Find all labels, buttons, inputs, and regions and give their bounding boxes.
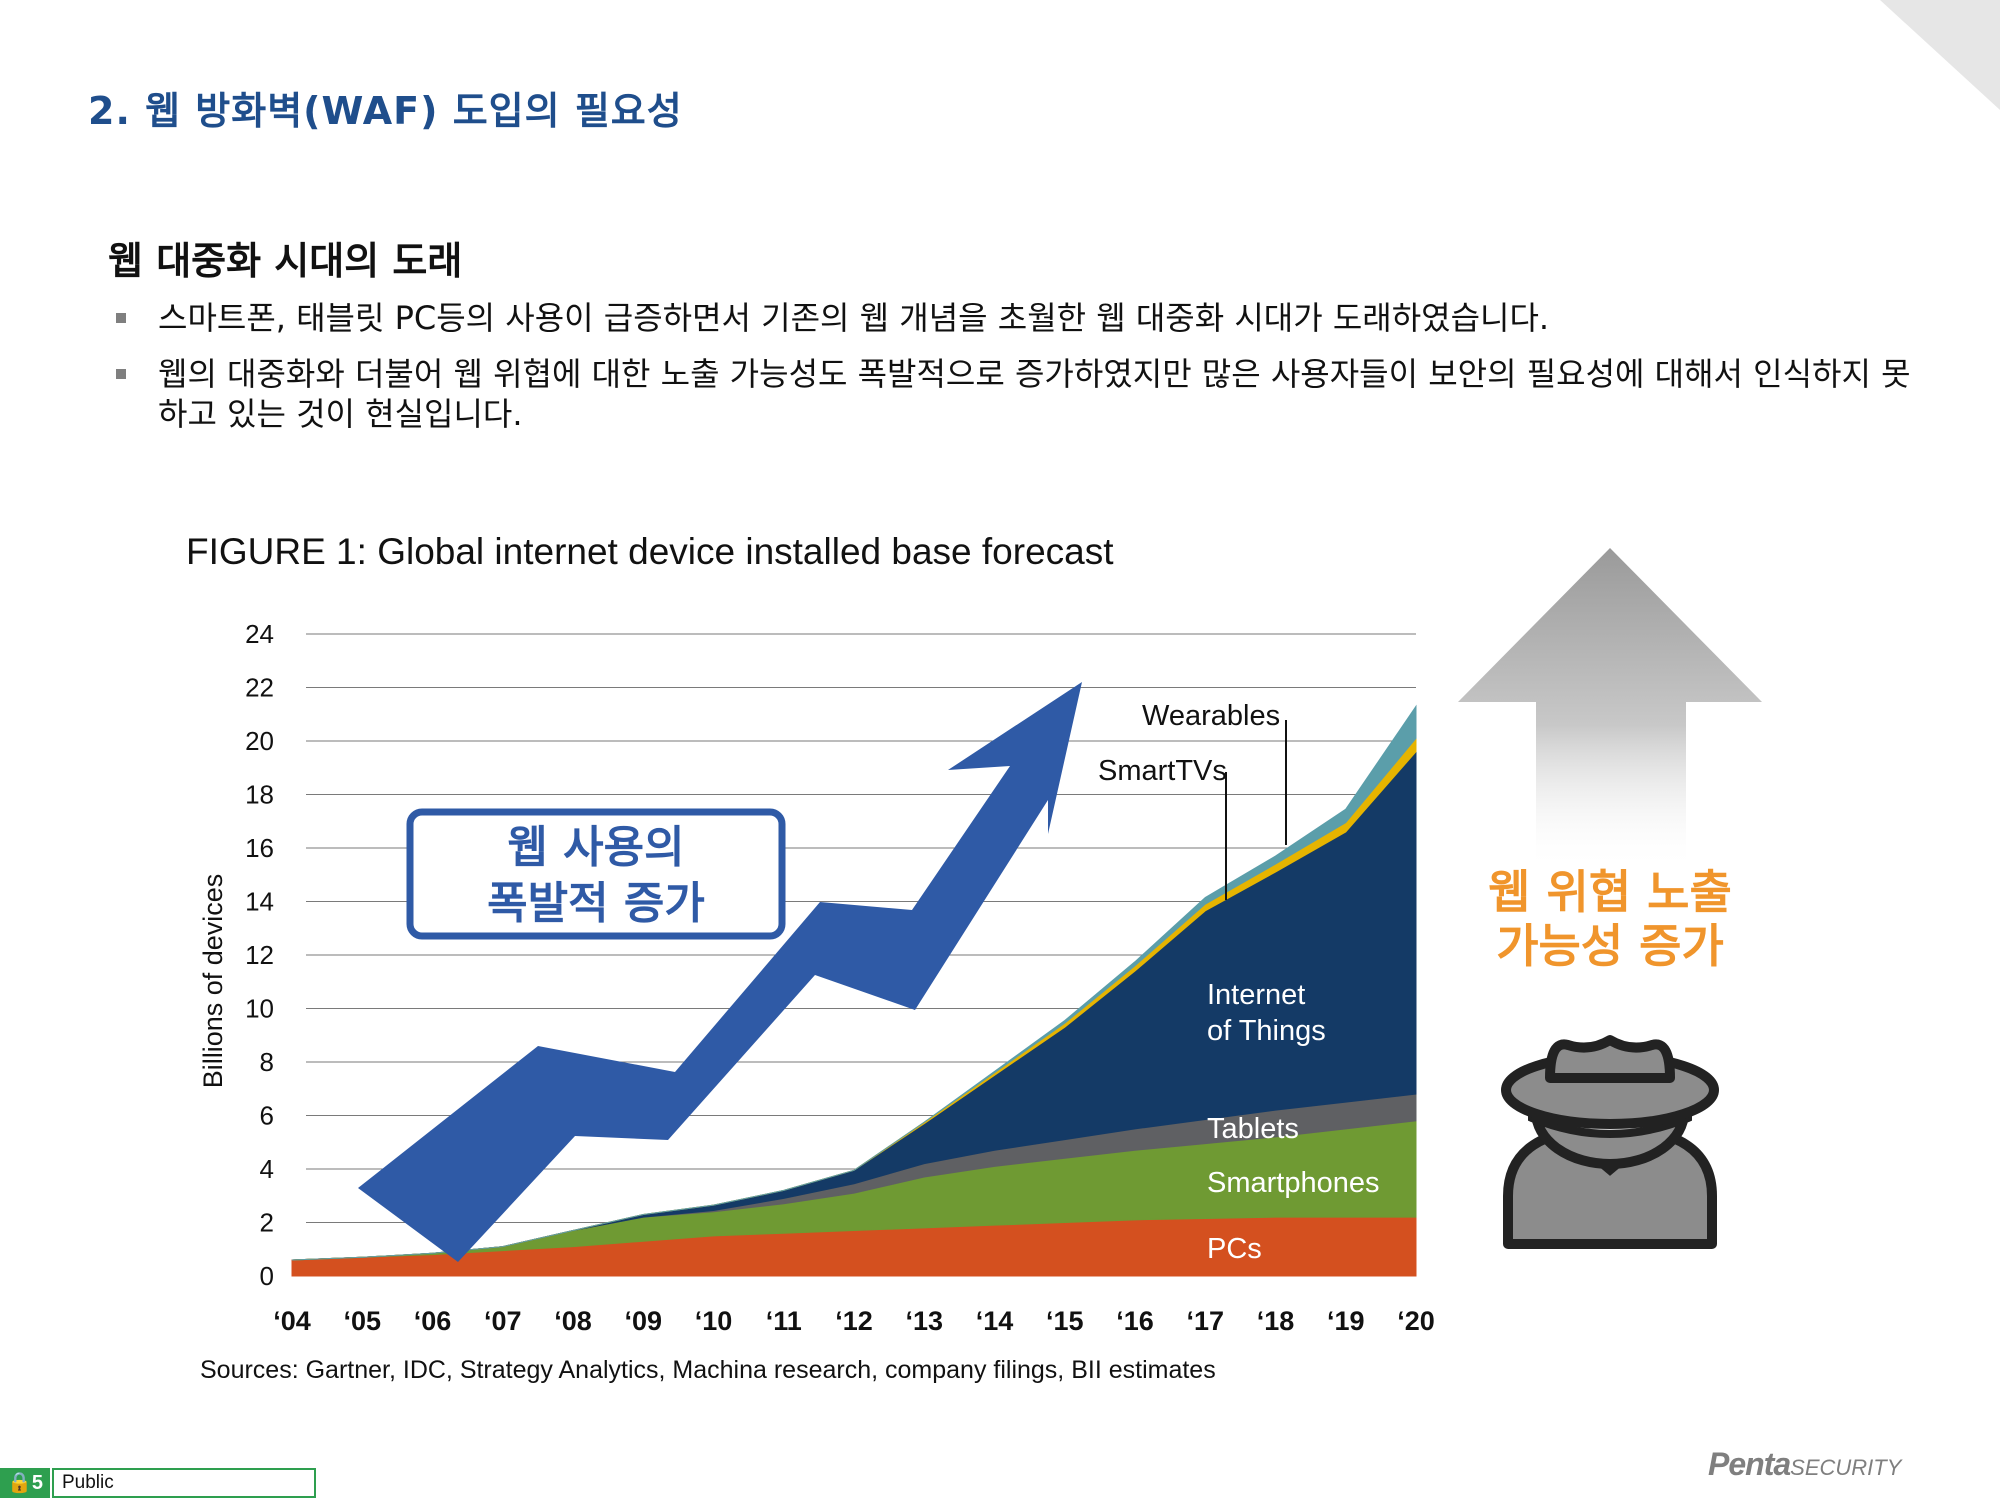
series-label: Tablets	[1207, 1113, 1299, 1145]
bullet-marker-icon	[116, 369, 126, 379]
slide-title: 2. 웹 방화벽(WAF) 도입의 필요성	[88, 89, 683, 133]
y-tick-label: 4	[260, 1154, 274, 1184]
area-wearables	[291, 704, 1417, 1261]
y-tick-label: 14	[245, 887, 274, 917]
y-tick-label: 22	[245, 673, 274, 703]
penta-security-logo: PentaSECURITY	[1708, 1446, 1902, 1482]
x-tick-label: ‘14	[976, 1306, 1014, 1336]
y-tick-label: 20	[245, 726, 274, 756]
hacker-icon	[1501, 1035, 1719, 1249]
x-tick-label: ‘10	[695, 1306, 733, 1336]
series-label: Internet	[1207, 979, 1305, 1011]
threat-callout-line2: 가능성 증가	[1496, 919, 1724, 973]
x-tick-label: ‘04	[273, 1306, 311, 1336]
bullet-marker-icon	[116, 313, 126, 323]
bullet-list: 스마트폰, 태블릿 PC등의 사용이 급증하면서 기존의 웹 개념을 초월한 웹…	[112, 298, 1912, 450]
y-tick-label: 12	[245, 940, 274, 970]
x-tick-label: ‘18	[1257, 1306, 1295, 1336]
x-tick-label: ‘06	[414, 1306, 452, 1336]
y-tick-label: 16	[245, 833, 274, 863]
series-label: PCs	[1207, 1233, 1262, 1265]
bullet-text: 스마트폰, 태블릿 PC등의 사용이 급증하면서 기존의 웹 개념을 초월한 웹…	[158, 299, 1550, 337]
bullet-text: 웹의 대중화와 더불어 웹 위협에 대한 노출 가능성도 폭발적으로 증가하였지…	[158, 355, 1911, 433]
x-tick-label: ‘16	[1116, 1306, 1154, 1336]
zigzag-up-arrow-icon	[358, 682, 1082, 1262]
x-tick-label: ‘17	[1186, 1306, 1224, 1336]
chart-title: FIGURE 1: Global internet device install…	[186, 531, 1114, 572]
bullet-item: 웹의 대중화와 더불어 웹 위협에 대한 노출 가능성도 폭발적으로 증가하였지…	[112, 354, 1912, 434]
y-tick-label: 2	[260, 1208, 274, 1238]
x-tick-label: ‘12	[835, 1306, 873, 1336]
usage-callout-line1: 웹 사용의	[507, 822, 684, 873]
x-tick-label: ‘15	[1046, 1306, 1084, 1336]
x-tick-label: ‘19	[1327, 1306, 1365, 1336]
usage-callout-line2: 폭발적 증가	[487, 878, 705, 929]
y-tick-label: 0	[260, 1261, 274, 1291]
x-tick-label: ‘07	[484, 1306, 522, 1336]
y-axis-label: Billions of devices	[198, 874, 228, 1089]
y-tick-label: 10	[245, 994, 274, 1024]
threat-callout-line1: 웹 위협 노출	[1488, 865, 1732, 919]
chart-source: Sources: Gartner, IDC, Strategy Analytic…	[200, 1356, 1216, 1384]
x-tick-label: ‘09	[624, 1306, 662, 1336]
series-label: of Things	[1207, 1015, 1326, 1047]
up-arrow-icon	[1458, 548, 1762, 870]
bullet-item: 스마트폰, 태블릿 PC등의 사용이 급증하면서 기존의 웹 개념을 초월한 웹…	[112, 298, 1912, 338]
y-tick-label: 6	[260, 1101, 274, 1131]
y-tick-label: 24	[245, 619, 274, 649]
y-tick-label: 8	[260, 1047, 274, 1077]
series-label: Wearables	[1142, 700, 1280, 732]
corner-decoration	[1880, 0, 2000, 110]
page-number: 🔒5	[0, 1468, 50, 1498]
classification-badge: 🔒5 Public	[0, 1468, 320, 1498]
series-label: SmartTVs	[1098, 755, 1227, 787]
x-tick-label: ‘05	[343, 1306, 381, 1336]
series-label: Smartphones	[1207, 1167, 1380, 1199]
x-tick-label: ‘11	[766, 1306, 802, 1336]
y-tick-label: 18	[245, 780, 274, 810]
lock-icon: 🔒	[6, 1472, 32, 1494]
section-heading: 웹 대중화 시대의 도래	[108, 239, 463, 283]
x-tick-label: ‘08	[554, 1306, 592, 1336]
x-tick-label: ‘20	[1397, 1306, 1435, 1336]
classification-label: Public	[52, 1468, 316, 1498]
x-tick-label: ‘13	[905, 1306, 943, 1336]
